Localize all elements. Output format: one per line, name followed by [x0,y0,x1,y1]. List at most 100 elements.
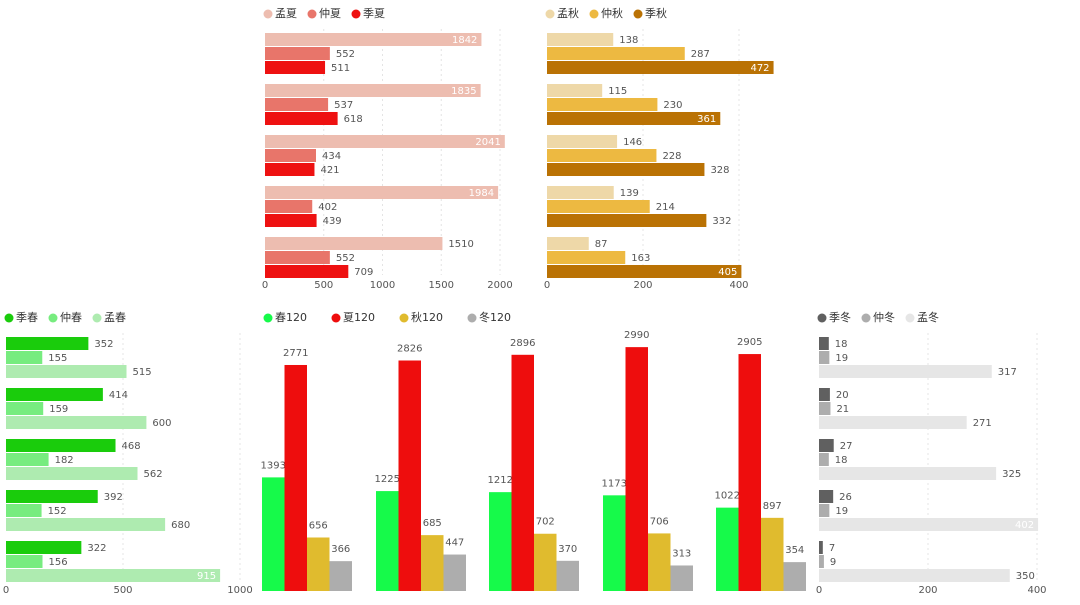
data-label-3-0-3: 1173 [602,478,627,489]
bar-3-1-0 [284,364,307,591]
bar-3-2-3 [648,533,671,591]
data-label-4-1-4: 9 [830,557,836,568]
data-label-4-1-2: 18 [835,455,848,466]
bar-2-0-4 [6,541,82,554]
x-tick-2-0: 0 [3,585,9,596]
data-label-2-2-2: 562 [144,469,163,480]
data-label-4-2-4: 350 [1016,571,1035,582]
legend-marker-3-1 [331,313,341,323]
bar-1-0-3 [547,186,614,199]
bar-3-0-0 [262,477,285,591]
legend-label-3-1: 夏120 [343,311,375,324]
bar-1-1-0 [547,47,685,60]
data-label-0-2-0: 511 [331,63,350,74]
data-label-1-2-2: 328 [710,165,729,176]
bar-0-0-1 [265,84,481,97]
bar-0-2-0 [265,61,326,74]
legend-marker-4-1 [861,313,871,323]
bar-1-1-2 [547,149,657,162]
data-label-2-2-4: 915 [197,571,216,582]
x-tick-2-1: 500 [113,585,132,596]
bar-3-2-2 [534,533,557,591]
data-label-0-0-0: 1842 [452,35,477,46]
data-label-1-2-0: 472 [750,63,769,74]
legend-label-4-2: 孟冬 [917,310,939,324]
legend-label-1-0: 孟秋 [557,6,579,20]
bar-1-2-4 [547,265,742,278]
data-label-2-0-0: 352 [94,339,113,350]
bar-3-3-0 [329,561,352,591]
data-label-3-1-0: 2771 [283,348,308,359]
x-tick-4-2: 400 [1027,585,1046,596]
data-label-0-0-2: 2041 [475,137,500,148]
legend-marker-2-2 [92,313,102,323]
bar-3-3-4 [783,562,806,591]
x-tick-2-2: 1000 [227,585,252,596]
legend-label-0-0: 孟夏 [275,7,297,20]
legend-marker-3-3 [467,313,477,323]
bar-0-2-1 [265,112,338,125]
bar-1-2-3 [547,214,707,227]
bar-4-2-4 [819,569,1010,582]
data-label-1-0-3: 139 [620,188,639,199]
bar-4-1-0 [819,351,830,364]
legend-marker-1-1 [589,9,599,19]
bar-4-0-3 [819,490,834,503]
bar-2-2-1 [6,416,147,429]
legend-marker-4-0 [817,313,827,323]
legend-label-2-1: 仲春 [60,310,82,324]
legend-label-0-2: 季夏 [363,7,385,20]
data-label-2-1-1: 159 [49,404,68,415]
data-label-3-2-3: 706 [650,516,669,527]
data-label-3-1-3: 2990 [624,330,649,341]
data-label-2-0-1: 414 [109,390,128,401]
data-label-3-3-3: 313 [672,548,691,559]
data-label-0-2-2: 421 [320,165,339,176]
data-label-4-0-2: 27 [840,441,853,452]
bar-0-2-3 [265,214,317,227]
bar-1-2-0 [547,61,774,74]
bar-0-0-0 [265,33,482,46]
data-label-2-1-3: 152 [48,506,67,517]
data-label-1-0-0: 138 [619,35,638,46]
bar-1-1-3 [547,200,650,213]
bar-2-2-3 [6,518,166,531]
bar-1-0-0 [547,33,614,46]
data-label-4-1-3: 19 [835,506,848,517]
bar-3-1-3 [625,347,648,591]
data-label-4-0-0: 18 [835,339,848,350]
data-label-3-0-2: 1212 [488,475,513,486]
bar-0-0-2 [265,135,505,148]
data-label-0-0-4: 1510 [448,239,473,250]
bar-3-3-1 [443,554,466,591]
data-label-1-2-4: 405 [718,267,737,278]
bar-3-0-1 [376,491,399,591]
legend-marker-3-2 [399,313,409,323]
data-label-3-3-4: 354 [785,545,804,556]
data-label-1-0-2: 146 [623,137,642,148]
bar-0-2-4 [265,265,349,278]
data-label-4-1-1: 21 [836,404,849,415]
x-tick-4-1: 200 [918,585,937,596]
data-label-2-0-2: 468 [122,441,141,452]
legend-label-3-0: 春120 [275,311,307,324]
legend-label-1-1: 仲秋 [601,6,623,20]
legend-marker-2-0 [4,313,14,323]
data-label-3-2-0: 656 [309,520,328,531]
data-label-0-0-1: 1835 [451,86,476,97]
bar-4-0-0 [819,337,829,350]
bar-1-0-2 [547,135,618,148]
data-label-3-0-0: 1393 [261,460,286,471]
x-tick-0-4: 2000 [487,280,512,291]
legend-marker-4-2 [905,313,915,323]
bar-3-0-4 [716,507,739,591]
legend-label-2-0: 季春 [16,311,38,324]
data-label-1-1-4: 163 [631,253,650,264]
bar-4-2-3 [819,518,1039,531]
data-label-3-0-1: 1225 [375,474,400,485]
legend-marker-0-2 [351,9,361,19]
bar-3-2-4 [761,517,784,591]
x-tick-0-3: 1500 [429,280,454,291]
bar-4-0-1 [819,388,830,401]
data-label-1-1-1: 230 [663,100,682,111]
